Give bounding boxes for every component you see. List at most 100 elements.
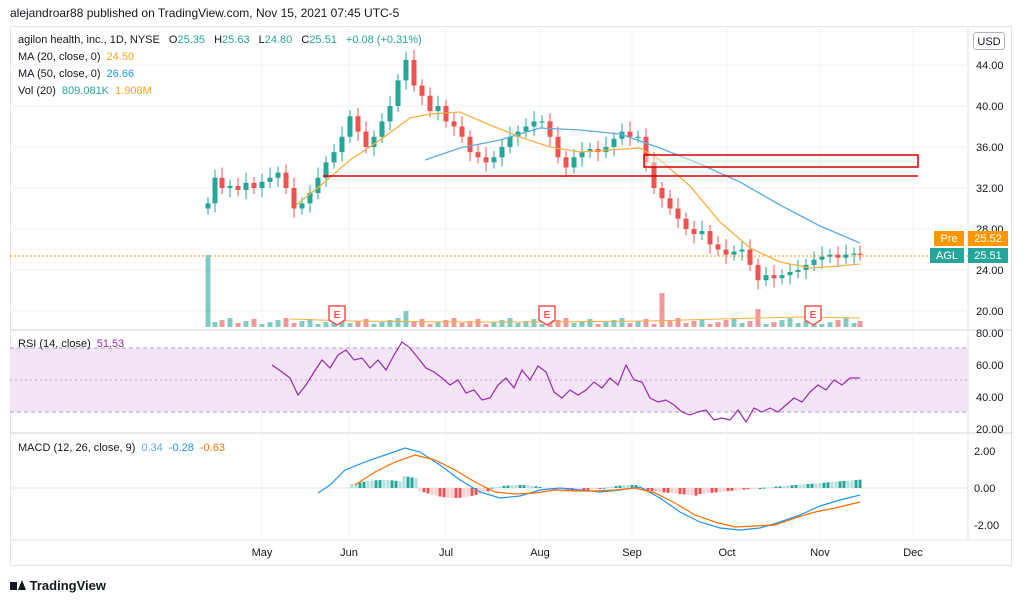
volume-bar bbox=[355, 321, 361, 327]
macd-histogram-bar bbox=[366, 481, 370, 488]
macd-histogram-bar bbox=[734, 488, 738, 491]
macd-histogram-bar bbox=[546, 488, 550, 489]
ma50-line bbox=[424, 127, 861, 244]
macd-histogram-bar bbox=[662, 488, 666, 493]
volume-bar bbox=[315, 324, 321, 327]
volume-bar bbox=[547, 322, 553, 327]
earnings-marker-2[interactable]: E bbox=[538, 305, 556, 326]
volume-bar bbox=[451, 318, 457, 327]
candle-body bbox=[731, 251, 737, 255]
macd-histogram bbox=[350, 475, 862, 498]
earnings-marker-1[interactable]: E bbox=[328, 305, 346, 326]
macd-histogram-bar bbox=[530, 485, 534, 488]
candle-body bbox=[531, 121, 537, 127]
macd-histogram-bar bbox=[410, 477, 414, 488]
macd-histogram-bar bbox=[426, 488, 430, 494]
macd-histogram-bar bbox=[702, 488, 706, 494]
volume-bar bbox=[227, 318, 233, 327]
volume-bar bbox=[291, 323, 297, 327]
volume-bar bbox=[507, 318, 513, 327]
time-tick-label: Nov bbox=[810, 547, 830, 559]
candle-body bbox=[387, 106, 393, 122]
volume-bar bbox=[539, 324, 545, 327]
macd-histogram-bar bbox=[830, 482, 834, 488]
macd-histogram-bar bbox=[482, 488, 486, 493]
pre-market-tag: Pre 25.52 bbox=[934, 231, 1008, 246]
earnings-marker-3[interactable]: E bbox=[804, 305, 822, 326]
legend-macd-row[interactable]: MACD (12, 26, close, 9) 0.34 -0.28 -0.63 bbox=[18, 442, 231, 454]
macd-histogram-bar bbox=[442, 488, 446, 498]
currency-button[interactable]: USD bbox=[973, 32, 1005, 50]
candle-body bbox=[795, 270, 801, 273]
macd-histogram-bar bbox=[586, 488, 590, 491]
macd-histogram-bar bbox=[542, 487, 546, 489]
symbol-name[interactable]: agilon health, inc., 1D, NYSE bbox=[18, 34, 160, 46]
tradingview-logo[interactable]: TradingView bbox=[10, 578, 106, 593]
macd-histogram-bar bbox=[818, 483, 822, 488]
macd-histogram-bar bbox=[394, 480, 398, 488]
volume-bar bbox=[667, 320, 673, 327]
candle-body bbox=[819, 256, 825, 260]
candle-body bbox=[857, 253, 863, 255]
candle-body bbox=[579, 152, 585, 158]
candle-body bbox=[395, 80, 401, 106]
macd-histogram-bar bbox=[758, 488, 762, 489]
macd-histogram-bar bbox=[610, 486, 614, 488]
candle-body bbox=[787, 272, 793, 276]
macd-histogram-bar bbox=[522, 485, 526, 488]
candle-body bbox=[667, 198, 673, 209]
tradingview-wordmark: TradingView bbox=[29, 578, 106, 593]
macd-histogram-bar bbox=[790, 485, 794, 488]
macd-histogram-bar bbox=[362, 481, 366, 488]
macd-histogram-bar bbox=[614, 486, 618, 488]
candlesticks bbox=[205, 49, 863, 290]
candle-body bbox=[339, 136, 345, 153]
macd-histogram-bar bbox=[722, 488, 726, 492]
macd-histogram-bar bbox=[470, 488, 474, 496]
volume-bar bbox=[747, 321, 753, 327]
volume-bar bbox=[499, 320, 505, 327]
volume-bar bbox=[523, 321, 529, 327]
volume-bar bbox=[795, 323, 801, 327]
macd-histogram-bar bbox=[834, 481, 838, 488]
volume-bar bbox=[763, 324, 769, 327]
volume-bar bbox=[787, 318, 793, 327]
candle-body bbox=[523, 126, 529, 132]
legend-ma20-row[interactable]: MA (20, close, 0) 24.50 bbox=[18, 51, 140, 63]
volume-bar bbox=[467, 321, 473, 327]
volume-bar bbox=[595, 324, 601, 327]
macd-histogram-bar bbox=[810, 483, 814, 488]
macd-histogram-bar bbox=[378, 480, 382, 488]
macd-histogram-bar bbox=[806, 484, 810, 488]
volume-bar bbox=[475, 319, 481, 327]
macd-histogram-bar bbox=[558, 488, 562, 491]
macd-line-value: -0.28 bbox=[168, 442, 194, 454]
legend-ma50-row[interactable]: MA (50, close, 0) 26.66 bbox=[18, 68, 140, 80]
volume-bar bbox=[819, 324, 825, 327]
legend-rsi-row[interactable]: RSI (14, close) 51.53 bbox=[18, 338, 130, 350]
macd-histogram-bar bbox=[650, 488, 654, 492]
macd-histogram-bar bbox=[802, 484, 806, 488]
macd-tick-label: -2.00 bbox=[974, 520, 999, 532]
macd-histogram-bar bbox=[474, 488, 478, 495]
volume-bar bbox=[619, 318, 625, 327]
volume-bar bbox=[212, 322, 218, 327]
macd-histogram-bar bbox=[358, 482, 362, 488]
candle-body bbox=[299, 203, 305, 209]
time-tick-label: Aug bbox=[530, 547, 550, 559]
legend-volume-row[interactable]: Vol (20) 809.081K 1.908M bbox=[18, 85, 158, 97]
volume-bar bbox=[579, 321, 585, 327]
rsi-tick-label: 40.00 bbox=[976, 392, 1004, 404]
volume-bar bbox=[251, 319, 257, 327]
candle-body bbox=[691, 229, 697, 235]
rsi-tick-label: 60.00 bbox=[976, 360, 1004, 372]
volume-bar bbox=[259, 324, 265, 327]
macd-histogram-bar bbox=[682, 488, 686, 495]
volume-bar bbox=[659, 293, 665, 327]
macd-histogram-bar bbox=[602, 487, 606, 489]
volume-bar bbox=[587, 319, 593, 327]
macd-histogram-bar bbox=[478, 488, 482, 494]
publisher-header: alejandroar88 published on TradingView.c… bbox=[10, 6, 400, 20]
